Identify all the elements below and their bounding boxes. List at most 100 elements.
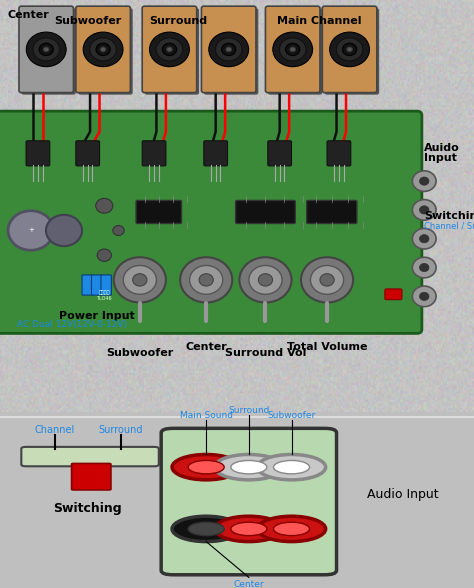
Circle shape	[221, 43, 236, 55]
FancyBboxPatch shape	[236, 201, 295, 223]
Text: Subwoofer: Subwoofer	[267, 410, 316, 420]
Text: +: +	[28, 228, 34, 233]
Circle shape	[83, 32, 123, 66]
FancyBboxPatch shape	[72, 463, 111, 490]
Circle shape	[172, 516, 240, 542]
Text: Surround: Surround	[149, 16, 208, 26]
FancyBboxPatch shape	[265, 6, 320, 93]
Circle shape	[199, 273, 213, 286]
Circle shape	[27, 32, 66, 66]
FancyBboxPatch shape	[21, 447, 159, 466]
Circle shape	[347, 47, 353, 52]
FancyBboxPatch shape	[204, 8, 258, 95]
Circle shape	[273, 460, 310, 474]
FancyBboxPatch shape	[327, 141, 351, 166]
Circle shape	[96, 43, 110, 55]
Circle shape	[320, 273, 334, 286]
Text: AC Dual 12V(12V-0-12V): AC Dual 12V(12V-0-12V)	[17, 320, 127, 329]
Text: Audio Input: Audio Input	[367, 488, 439, 501]
Circle shape	[133, 273, 147, 286]
Text: Main Channel: Main Channel	[277, 16, 362, 26]
Circle shape	[412, 200, 436, 220]
Circle shape	[419, 292, 429, 300]
Text: 天易电子: 天易电子	[99, 290, 110, 295]
Circle shape	[258, 273, 273, 286]
Circle shape	[90, 38, 117, 61]
Circle shape	[162, 43, 176, 55]
FancyBboxPatch shape	[91, 275, 102, 295]
Circle shape	[337, 38, 363, 61]
Circle shape	[215, 455, 283, 480]
Circle shape	[231, 460, 267, 474]
FancyBboxPatch shape	[82, 275, 92, 295]
FancyBboxPatch shape	[145, 8, 199, 95]
Text: Surround: Surround	[228, 406, 270, 415]
Circle shape	[149, 32, 189, 66]
FancyBboxPatch shape	[142, 141, 166, 166]
FancyBboxPatch shape	[322, 6, 377, 93]
Circle shape	[39, 43, 53, 55]
Circle shape	[419, 206, 429, 214]
Circle shape	[209, 32, 248, 66]
Text: Auido: Auido	[424, 143, 460, 153]
Text: Channel / Surround: Channel / Surround	[424, 221, 474, 230]
Circle shape	[114, 258, 166, 302]
Circle shape	[96, 198, 113, 213]
Circle shape	[412, 228, 436, 249]
FancyBboxPatch shape	[0, 111, 422, 333]
FancyBboxPatch shape	[268, 141, 292, 166]
Text: Center: Center	[7, 10, 49, 21]
Text: Center: Center	[185, 342, 227, 352]
Circle shape	[166, 47, 172, 52]
Text: TLO46: TLO46	[97, 296, 112, 300]
Circle shape	[330, 32, 370, 66]
Circle shape	[419, 235, 429, 243]
Circle shape	[97, 249, 111, 261]
FancyBboxPatch shape	[76, 6, 130, 93]
FancyBboxPatch shape	[385, 289, 402, 300]
FancyBboxPatch shape	[268, 8, 322, 95]
Text: Total Volume: Total Volume	[287, 342, 367, 352]
Circle shape	[419, 263, 429, 272]
Circle shape	[412, 286, 436, 307]
Circle shape	[279, 38, 306, 61]
Text: Center: Center	[234, 580, 264, 588]
Circle shape	[290, 47, 296, 52]
Circle shape	[180, 258, 232, 302]
FancyBboxPatch shape	[161, 428, 337, 575]
Text: Switching: Switching	[54, 502, 122, 514]
FancyBboxPatch shape	[101, 275, 111, 295]
Circle shape	[231, 522, 267, 536]
Circle shape	[215, 516, 283, 542]
Circle shape	[156, 38, 182, 61]
Text: Power Input: Power Input	[59, 311, 135, 321]
FancyBboxPatch shape	[19, 6, 73, 93]
Circle shape	[257, 516, 326, 542]
Text: Surround: Surround	[99, 425, 143, 435]
Text: Channel: Channel	[35, 425, 74, 435]
Circle shape	[273, 522, 310, 536]
Circle shape	[8, 211, 54, 250]
Text: Switching: Switching	[424, 211, 474, 221]
FancyBboxPatch shape	[307, 201, 357, 223]
Circle shape	[239, 258, 292, 302]
Circle shape	[123, 266, 156, 294]
Circle shape	[188, 460, 224, 474]
FancyBboxPatch shape	[26, 141, 50, 166]
Circle shape	[33, 38, 60, 61]
Text: Subwoofer: Subwoofer	[55, 16, 122, 26]
Circle shape	[44, 47, 49, 52]
Text: Main Sound: Main Sound	[180, 410, 233, 420]
FancyBboxPatch shape	[21, 8, 76, 95]
Circle shape	[188, 522, 224, 536]
Circle shape	[172, 455, 240, 480]
FancyBboxPatch shape	[76, 141, 100, 166]
Circle shape	[257, 455, 326, 480]
Circle shape	[301, 258, 353, 302]
Text: Input: Input	[424, 153, 457, 163]
Text: Surround Vol: Surround Vol	[225, 348, 306, 358]
Circle shape	[190, 266, 223, 294]
Text: Subwoofer: Subwoofer	[106, 348, 173, 358]
Circle shape	[310, 266, 344, 294]
FancyBboxPatch shape	[142, 6, 197, 93]
